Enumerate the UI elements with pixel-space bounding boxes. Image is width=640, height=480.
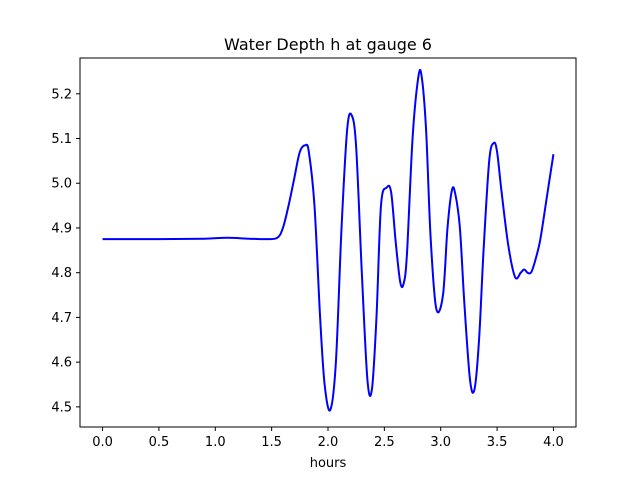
- x-axis: 0.0 0.5 1.0 1.5 2.0 2.5 3.0 3.5 4.0: [92, 427, 564, 450]
- x-tick-label: 2.0: [318, 435, 339, 450]
- x-tick-label: 0.0: [92, 435, 113, 450]
- x-tick-label: 3.0: [430, 435, 451, 450]
- x-axis-label: hours: [310, 456, 347, 471]
- y-tick-label: 4.9: [51, 221, 72, 236]
- y-axis: 4.5 4.6 4.7 4.8 4.9 5.0 5.1 5.2: [51, 87, 80, 415]
- y-tick-label: 4.8: [51, 266, 72, 281]
- x-tick-label: 1.0: [205, 435, 226, 450]
- y-tick-label: 5.0: [51, 177, 72, 192]
- y-tick-label: 4.6: [51, 356, 72, 371]
- x-tick-label: 1.5: [261, 435, 282, 450]
- x-tick-label: 2.5: [374, 435, 395, 450]
- x-tick-label: 3.5: [487, 435, 508, 450]
- plot-frame: [79, 57, 577, 428]
- plot-area: [102, 68, 555, 412]
- series-line: [102, 68, 555, 412]
- chart-title: Water Depth h at gauge 6: [224, 35, 432, 54]
- y-tick-label: 4.7: [51, 311, 72, 326]
- y-tick-label: 5.1: [51, 132, 72, 147]
- y-tick-label: 4.5: [51, 400, 72, 415]
- x-tick-label: 4.0: [543, 435, 564, 450]
- x-tick-label: 0.5: [149, 435, 170, 450]
- y-tick-label: 5.2: [51, 87, 72, 102]
